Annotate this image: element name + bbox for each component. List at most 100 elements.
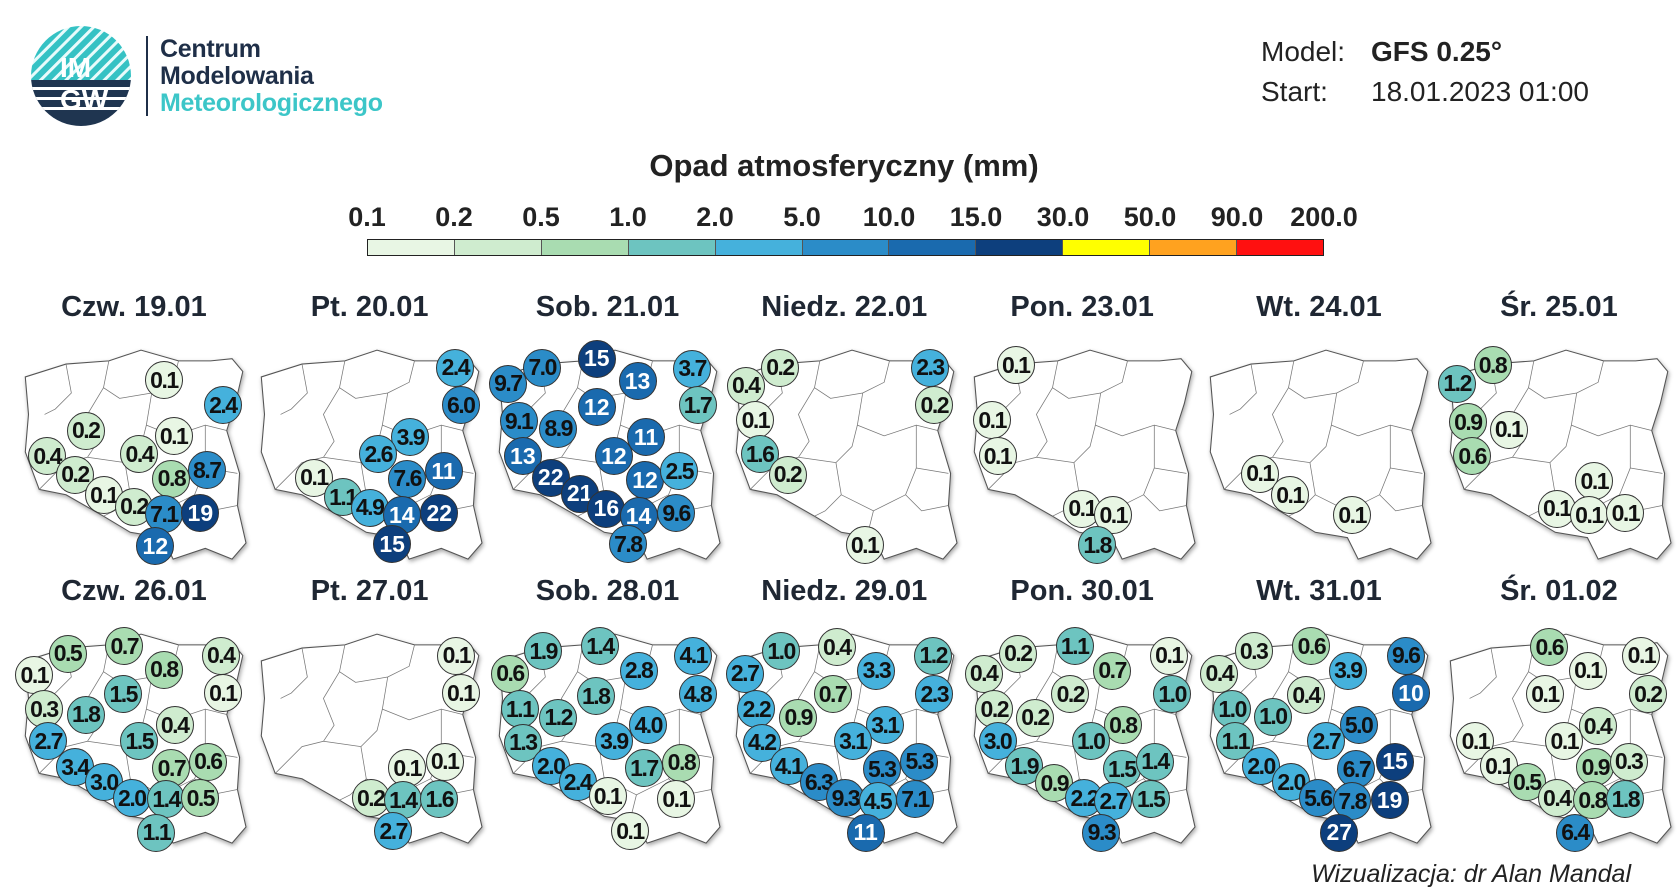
precip-marker: 0.4 (817, 628, 856, 667)
precip-marker: 2.3 (915, 675, 954, 714)
precip-marker: 7.0 (523, 348, 562, 387)
precip-marker: 0.1 (736, 401, 775, 439)
precip-marker: 1.2 (539, 698, 578, 737)
precip-marker: 0.1 (996, 346, 1035, 385)
color-legend (367, 239, 1324, 256)
precip-marker: 1.4 (383, 781, 422, 820)
precip-marker: 2.7 (374, 812, 413, 851)
region-border (382, 677, 463, 721)
precip-marker: 0.1 (84, 476, 123, 514)
precip-marker: 1.6 (420, 780, 459, 819)
precip-marker: 0.1 (973, 401, 1012, 439)
precip-marker: 0.5 (181, 779, 220, 818)
precip-marker: 0.1 (1489, 410, 1528, 449)
precip-marker: 22 (531, 458, 570, 497)
precip-marker: 0.9 (779, 698, 818, 737)
precip-marker: 0.4 (726, 366, 765, 405)
precip-marker: 0.7 (1093, 651, 1132, 690)
precip-marker: 0.1 (1149, 636, 1188, 675)
precip-marker: 0.1 (657, 780, 696, 819)
precip-marker: 11 (424, 452, 463, 491)
legend-swatch (889, 240, 977, 255)
precip-marker: 3.7 (673, 349, 712, 388)
precip-marker: 7.8 (608, 525, 647, 564)
country-outline (973, 349, 1196, 560)
precip-marker: 1.1 (137, 813, 176, 852)
precip-marker: 12 (594, 437, 633, 476)
region-border (1512, 425, 1573, 464)
model-label: Model: (1261, 36, 1346, 67)
precip-marker: 2.7 (1307, 722, 1346, 761)
precip-marker: 0.6 (1292, 627, 1331, 666)
logo-divider (146, 36, 148, 116)
day-title: Wt. 31.01 (1256, 575, 1382, 608)
precip-marker: 1.0 (762, 632, 801, 671)
region-border (1630, 467, 1663, 474)
precip-marker: 0.1 (1526, 675, 1564, 714)
precip-marker: 5.0 (1339, 706, 1378, 745)
precip-marker: 1.7 (678, 386, 717, 424)
precip-marker: 1.5 (120, 722, 159, 761)
precip-marker: 12 (626, 461, 664, 499)
poland-map (973, 349, 1196, 560)
precip-marker: 3.1 (866, 706, 904, 745)
region-border (813, 360, 890, 399)
precip-marker: 0.1 (154, 417, 193, 456)
legend-swatch (715, 240, 803, 255)
precip-marker: 0.3 (1234, 632, 1273, 671)
legend-tick-label: 30.0 (1036, 202, 1090, 232)
legend-tick-label: 5.0 (783, 202, 821, 232)
precip-marker: 9.1 (499, 402, 538, 441)
precip-marker: 4.8 (678, 675, 717, 714)
region-border (1379, 494, 1423, 512)
region-border (1390, 467, 1423, 474)
svg-text:GW: GW (60, 84, 109, 115)
precip-marker: 2.0 (112, 779, 151, 818)
region-border (835, 425, 917, 512)
precip-marker: 10 (1392, 674, 1431, 713)
precip-marker: 1.4 (1136, 742, 1174, 781)
precip-marker: 0.6 (491, 654, 529, 693)
precip-marker: 0.1 (1545, 722, 1584, 761)
precip-marker: 0.6 (1530, 628, 1569, 667)
region-border (798, 425, 858, 464)
region-border (814, 494, 842, 517)
precip-marker: 0.1 (588, 777, 627, 816)
day-title: Czw. 19.01 (61, 291, 207, 324)
precip-marker: 4.1 (674, 636, 713, 675)
precip-marker: 9.6 (1386, 636, 1425, 675)
precip-marker: 1.5 (104, 675, 143, 714)
precip-marker: 0.1 (15, 656, 54, 694)
day-title: Sob. 28.01 (535, 575, 680, 608)
legend-tick-label: 1.0 (609, 202, 647, 232)
precip-marker: 1.4 (147, 780, 186, 819)
precip-marker: 4.0 (629, 706, 668, 745)
precip-marker: 2.5 (660, 452, 699, 491)
precip-marker: 0.2 (998, 634, 1037, 673)
legend-tick-label: 2.0 (696, 202, 734, 232)
region-border (1288, 360, 1365, 399)
precip-marker: 0.2 (1628, 675, 1667, 714)
legend-tick-label: 0.5 (522, 202, 560, 232)
precip-marker: 0.8 (662, 743, 701, 782)
precip-marker: 2.4 (436, 348, 475, 387)
precip-marker: 15 (1376, 742, 1414, 781)
precip-marker: 9.3 (826, 779, 865, 818)
precip-marker: 1.1 (1055, 627, 1094, 666)
precip-marker: 0.2 (1051, 675, 1090, 714)
precip-marker: 0.2 (351, 779, 390, 818)
day-title: Pt. 20.01 (310, 291, 429, 324)
legend-swatch (368, 240, 455, 255)
region-border (1036, 425, 1096, 464)
precip-marker: 2.6 (359, 435, 398, 474)
region-border (1142, 494, 1187, 512)
legend-tick-label: 50.0 (1123, 202, 1177, 232)
region-border (1051, 360, 1128, 399)
day-title: Pon. 23.01 (1010, 291, 1154, 324)
imgw-logo: IM GW (31, 26, 131, 126)
precip-marker: 6.0 (441, 386, 480, 424)
region-border (856, 393, 938, 437)
precip-marker: 0.5 (48, 634, 87, 673)
region-border (1469, 648, 1498, 699)
day-title: Pt. 27.01 (310, 575, 429, 608)
